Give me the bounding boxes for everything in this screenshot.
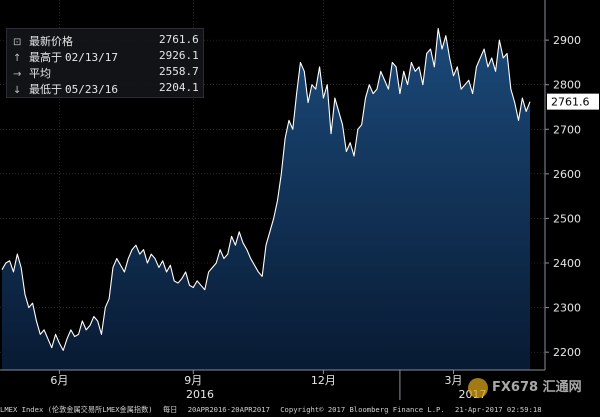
legend-high-date: 02/13/17 (65, 51, 118, 64)
legend-avg: → 平均 2558.7 (13, 65, 199, 80)
footer-index: LMEX Index (伦敦金属交易所LMEX金属指数) (0, 405, 153, 414)
legend-low-value: 2204.1 (159, 81, 199, 94)
fx678-watermark: FX678 汇通网 (468, 376, 582, 398)
y-tick-label-2800: 2800 (553, 79, 581, 92)
y-tick-label-2700: 2700 (553, 123, 581, 136)
footer-frequency: 每日 (162, 405, 178, 414)
x-tick-label-3: 3月 (444, 374, 462, 387)
legend-last-value: 2761.6 (159, 33, 199, 46)
year-label-2016: 2016 (186, 388, 214, 401)
price-line (1, 27, 531, 351)
low-marker-icon: ↓ (13, 85, 22, 96)
footer-range: 20APR2016-20APR2017 (187, 405, 270, 414)
watermark-text: FX678 汇通网 (492, 380, 582, 395)
y-tick-label-2200: 2200 (553, 346, 581, 359)
legend-high-value: 2926.1 (159, 49, 199, 62)
last-value-tag: 2761.6 (551, 96, 590, 109)
y-tick-label-2500: 2500 (553, 212, 581, 225)
average-marker-icon: → (13, 69, 22, 80)
high-marker-icon: ↑ (13, 53, 22, 64)
legend-low-date: 05/23/16 (65, 83, 118, 96)
y-tick-label-2600: 2600 (553, 168, 581, 181)
y-tick-label-2900: 2900 (553, 34, 581, 47)
last-value-tag-bg (547, 93, 599, 110)
footer-timestamp: 21-Apr-2017 02:59:18 (455, 405, 542, 414)
fx678-logo-icon (468, 377, 488, 398)
price-area-fill (2, 28, 530, 371)
x-tick-label-1: 9月 (184, 374, 202, 387)
legend-high: ↑ 最高于 02/13/17 2926.1 (13, 49, 199, 64)
y-tick-label-2400: 2400 (553, 257, 581, 270)
legend-low-label: 最低于 (29, 83, 62, 96)
legend-last: ⊡ 最新价格 2761.6 (13, 33, 199, 48)
chart-footer: LMEX Index (伦敦金属交易所LMEX金属指数) 每日 20APR201… (0, 403, 600, 417)
legend-high-label: 最高于 (29, 51, 62, 64)
last-price-marker-icon: ⊡ (13, 37, 22, 48)
chart-legend: ⊡ 最新价格 2761.6 ↑ 最高于 02/13/17 2926.1 → 平均 255… (6, 28, 204, 98)
x-tick-label-0: 6月 (50, 374, 68, 387)
x-tick-label-2: 12月 (311, 374, 336, 387)
footer-copyright: Copyright© 2017 Bloomberg Finance L.P. (280, 405, 445, 414)
legend-low: ↓ 最低于 05/23/16 2204.1 (13, 81, 199, 96)
y-tick-label-2300: 2300 (553, 302, 581, 315)
legend-last-label: 最新价格 (29, 35, 73, 48)
legend-avg-label: 平均 (29, 67, 51, 80)
legend-avg-value: 2558.7 (159, 65, 199, 78)
